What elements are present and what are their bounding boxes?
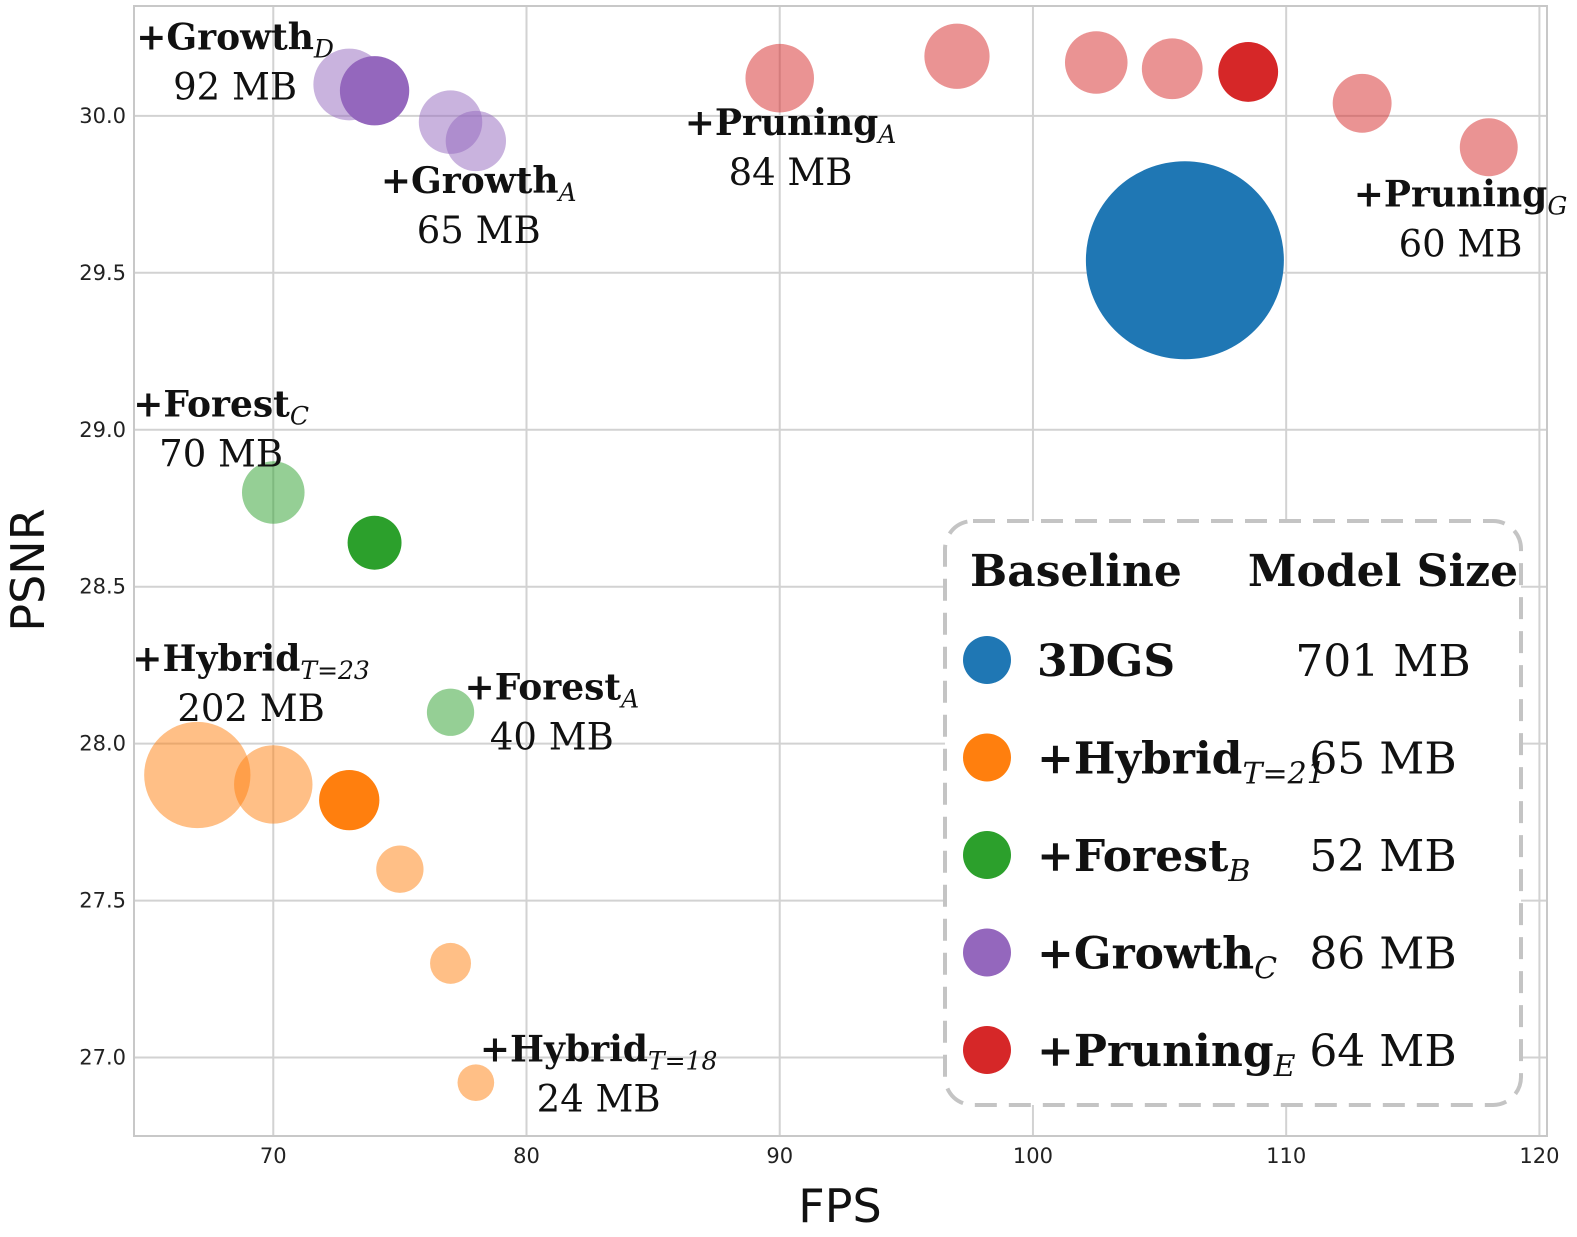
y-tick-label: 29.5 <box>79 261 126 285</box>
annotation-subscript: A <box>619 684 639 713</box>
legend-label-base: +Growth <box>1037 929 1254 980</box>
bubble-pruning <box>924 24 989 89</box>
legend-marker-growth <box>963 929 1011 977</box>
bubble-hybrid <box>319 770 379 830</box>
bubble-3dgs <box>1086 161 1284 359</box>
annotation-subscript: A <box>876 120 896 149</box>
annotation-base: +Hybrid <box>132 638 300 680</box>
legend-size: 52 MB <box>1309 831 1456 882</box>
legend-label-subscript: B <box>1227 854 1250 889</box>
annotation-label: +PruningG <box>1354 173 1568 220</box>
y-tick-label: 28.0 <box>79 732 126 756</box>
bubble-hybrid <box>376 846 423 893</box>
annotation-base: +Growth <box>381 160 559 202</box>
legend: Baseline Model Size 3DGS 701 MB +HybridT=2… <box>945 521 1521 1105</box>
y-tick-label: 27.5 <box>79 889 126 913</box>
legend-label-base: 3DGS <box>1037 636 1175 687</box>
bubble-hybrid <box>144 722 250 828</box>
y-axis-title: PSNR <box>1 508 55 631</box>
annotation-size: 24 MB <box>537 1078 661 1121</box>
legend-label-subscript: C <box>1254 952 1277 987</box>
legend-label-base: +Pruning <box>1037 1026 1274 1077</box>
annotation-size: 65 MB <box>417 209 541 252</box>
annotation-subscript: G <box>1547 191 1567 220</box>
x-tick-label: 100 <box>1013 1144 1053 1168</box>
annotation-base: +Hybrid <box>480 1029 648 1071</box>
legend-marker-pruning <box>963 1026 1011 1074</box>
annotation-size: 40 MB <box>490 715 614 758</box>
annotation-subscript: T=23 <box>300 656 369 685</box>
annotation-subscript: T=18 <box>648 1047 717 1076</box>
annotation-subscript: A <box>557 178 577 207</box>
x-tick-label: 80 <box>513 1144 540 1168</box>
annotation-subscript: C <box>290 402 309 431</box>
legend-size: 64 MB <box>1309 1026 1456 1077</box>
bubble-hybrid <box>234 745 312 823</box>
legend-label: +PruningE <box>1037 1026 1296 1084</box>
bubble-forest <box>348 516 402 570</box>
annotation-base: +Growth <box>136 16 314 58</box>
psnr-fps-bubble-chart: 70 80 90 100 110 120 27.0 27.5 28.0 28.5 29.0 29.5… <box>0 0 1577 1237</box>
y-tick-label: 27.0 <box>79 1046 126 1070</box>
x-tick-label: 120 <box>1519 1144 1559 1168</box>
legend-label-subscript: E <box>1273 1049 1296 1084</box>
legend-size: 701 MB <box>1295 636 1470 687</box>
x-tick-label: 70 <box>260 1144 287 1168</box>
bubble-pruning <box>1460 118 1518 176</box>
legend-size: 86 MB <box>1309 929 1456 980</box>
legend-label-base: +Forest <box>1037 831 1229 882</box>
bubble-pruning <box>1142 38 1203 99</box>
legend-marker-hybrid <box>963 734 1011 782</box>
legend-marker-forest <box>963 831 1011 879</box>
x-tick-label: 110 <box>1266 1144 1306 1168</box>
annotation-size: 84 MB <box>729 151 853 194</box>
y-tick-label: 30.0 <box>79 104 126 128</box>
annotation-label: +PruningA <box>685 102 897 149</box>
bubble-pruning <box>1065 31 1128 94</box>
bubble-pruning <box>1333 74 1392 133</box>
bubble-growth <box>340 56 409 125</box>
legend-marker-3dgs <box>963 636 1011 684</box>
bubble-pruning <box>1218 42 1278 102</box>
legend-row-growth: +GrowthC 86 MB <box>963 929 1457 987</box>
legend-row-forest: +ForestB 52 MB <box>963 831 1457 889</box>
annotation-label: +ForestC <box>133 384 309 431</box>
legend-header-baseline: Baseline <box>970 546 1182 597</box>
annotation-label: +GrowthD <box>136 16 334 63</box>
x-axis-ticks: 70 80 90 100 110 120 <box>260 1144 1560 1168</box>
y-tick-label: 28.5 <box>79 575 126 599</box>
annotation-base: +Forest <box>465 666 622 708</box>
annotation-subscript: D <box>313 34 334 63</box>
legend-size: 65 MB <box>1309 734 1456 785</box>
annotation-base: +Forest <box>133 384 290 426</box>
legend-label-base: +Hybrid <box>1037 734 1242 785</box>
legend-label: +ForestB <box>1037 831 1250 889</box>
y-tick-label: 29.0 <box>79 418 126 442</box>
legend-header-model-size: Model Size <box>1248 546 1518 597</box>
legend-label: +GrowthC <box>1037 929 1277 987</box>
annotation-size: 92 MB <box>173 65 297 108</box>
legend-row-pruning: +PruningE 64 MB <box>963 1026 1457 1084</box>
x-axis-title: FPS <box>798 1179 881 1233</box>
annotation-size: 202 MB <box>177 687 324 730</box>
annotation-size: 60 MB <box>1399 222 1523 265</box>
annotation-base: +Pruning <box>1354 173 1548 215</box>
annotation-base: +Pruning <box>685 102 879 144</box>
legend-frame <box>945 521 1521 1105</box>
x-tick-label: 90 <box>766 1144 793 1168</box>
annotation-label: +GrowthA <box>381 160 577 207</box>
y-axis-ticks: 27.0 27.5 28.0 28.5 29.0 29.5 30.0 <box>79 104 126 1070</box>
annotation-label: +ForestA <box>465 666 640 713</box>
annotation-size: 70 MB <box>159 433 283 476</box>
bubble-hybrid <box>430 943 471 984</box>
legend-label: 3DGS <box>1037 636 1175 687</box>
